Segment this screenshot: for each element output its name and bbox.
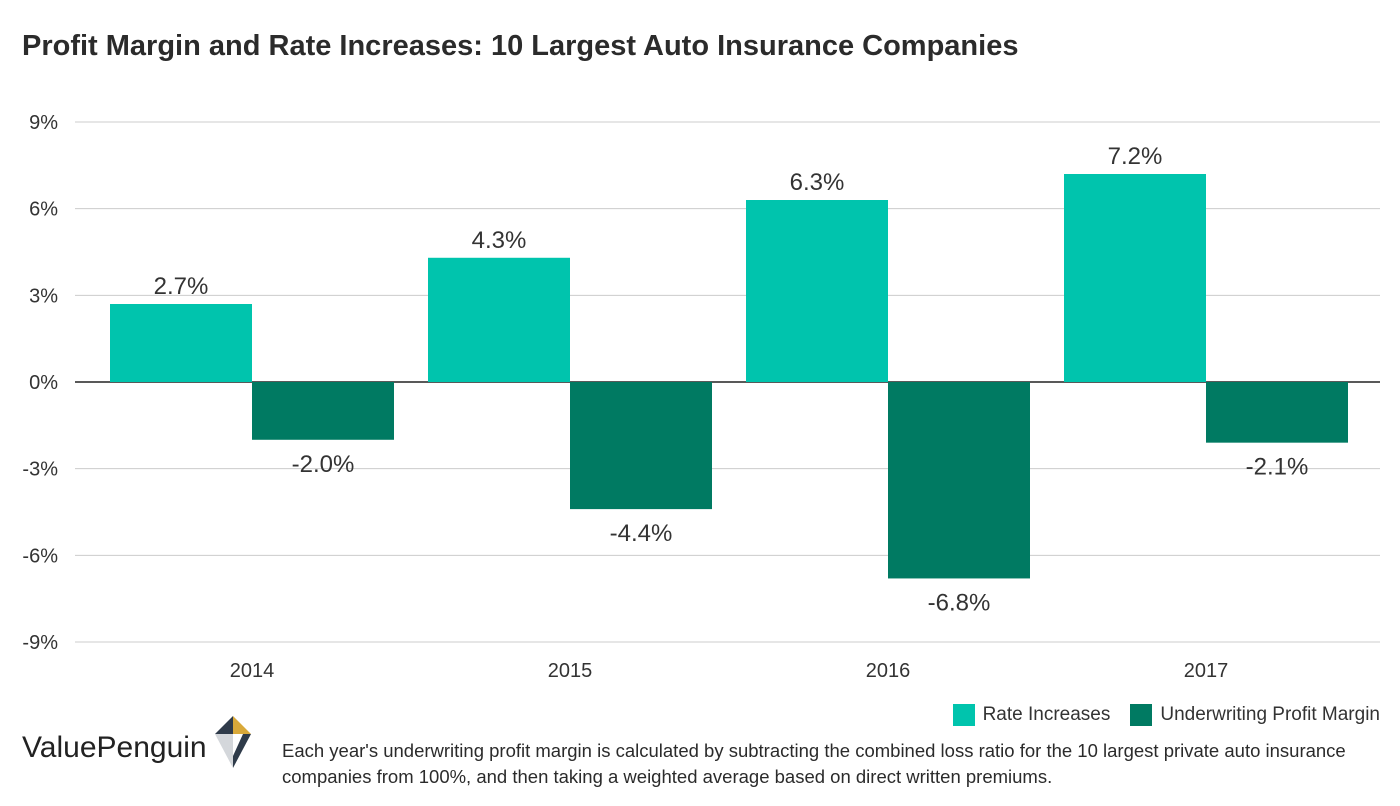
- penguin-diamond-logo-icon: [214, 716, 251, 768]
- x-category-label: 2016: [866, 660, 911, 682]
- legend-swatch-rate-increases: [952, 704, 975, 726]
- y-tick-label: 3%: [29, 285, 58, 307]
- bar-rate-increases: [1064, 174, 1206, 382]
- legend: Rate Increases Underwriting Profit Margi…: [952, 704, 1380, 726]
- data-label: 7.2%: [1108, 143, 1163, 170]
- bar-underwriting-margin: [570, 382, 712, 510]
- footnote: Each year's underwriting profit margin i…: [282, 740, 1346, 787]
- bar-underwriting-margin: [1206, 382, 1348, 443]
- x-category-label: 2014: [230, 660, 275, 682]
- legend-swatch-underwriting-profit-margin: [1130, 704, 1153, 726]
- data-label: -2.0%: [292, 451, 355, 478]
- legend-label-rate-increases: Rate Increases: [982, 704, 1111, 725]
- data-label: -6.8%: [928, 589, 991, 616]
- x-category-label: 2017: [1184, 660, 1229, 682]
- bar-underwriting-margin: [252, 382, 394, 440]
- y-tick-label: -3%: [22, 459, 58, 481]
- brand: ValuePenguin: [22, 716, 253, 768]
- bar-rate-increases: [746, 200, 888, 382]
- data-label: 6.3%: [790, 169, 845, 196]
- legend-label-underwriting-profit-margin: Underwriting Profit Margin: [1160, 704, 1380, 725]
- brand-name: ValuePenguin: [22, 731, 207, 764]
- bar-rate-increases: [110, 304, 252, 382]
- data-label: 2.7%: [154, 273, 209, 300]
- data-label: -4.4%: [610, 520, 673, 547]
- legend-item-rate-increases: Rate Increases: [952, 704, 1111, 726]
- x-category-label: 2015: [548, 660, 593, 682]
- y-tick-label: 6%: [29, 199, 58, 221]
- bar-chart: 9% 6% 3% 0% -3% -6% -9% 2.7% -2.0% 2014 4.3% -4.4% 2…: [22, 112, 1380, 682]
- data-label: -2.1%: [1246, 454, 1309, 481]
- legend-item-underwriting-profit-margin: Underwriting Profit Margin: [1130, 704, 1380, 726]
- y-tick-label: -6%: [22, 545, 58, 567]
- y-tick-label: 0%: [29, 372, 58, 394]
- y-tick-label: 9%: [29, 112, 58, 134]
- y-tick-label: -9%: [22, 632, 58, 654]
- chart-title: Profit Margin and Rate Increases: 10 Lar…: [22, 30, 1019, 62]
- bar-underwriting-margin: [888, 382, 1030, 579]
- bar-rate-increases: [428, 257, 570, 382]
- data-label: 4.3%: [472, 227, 527, 254]
